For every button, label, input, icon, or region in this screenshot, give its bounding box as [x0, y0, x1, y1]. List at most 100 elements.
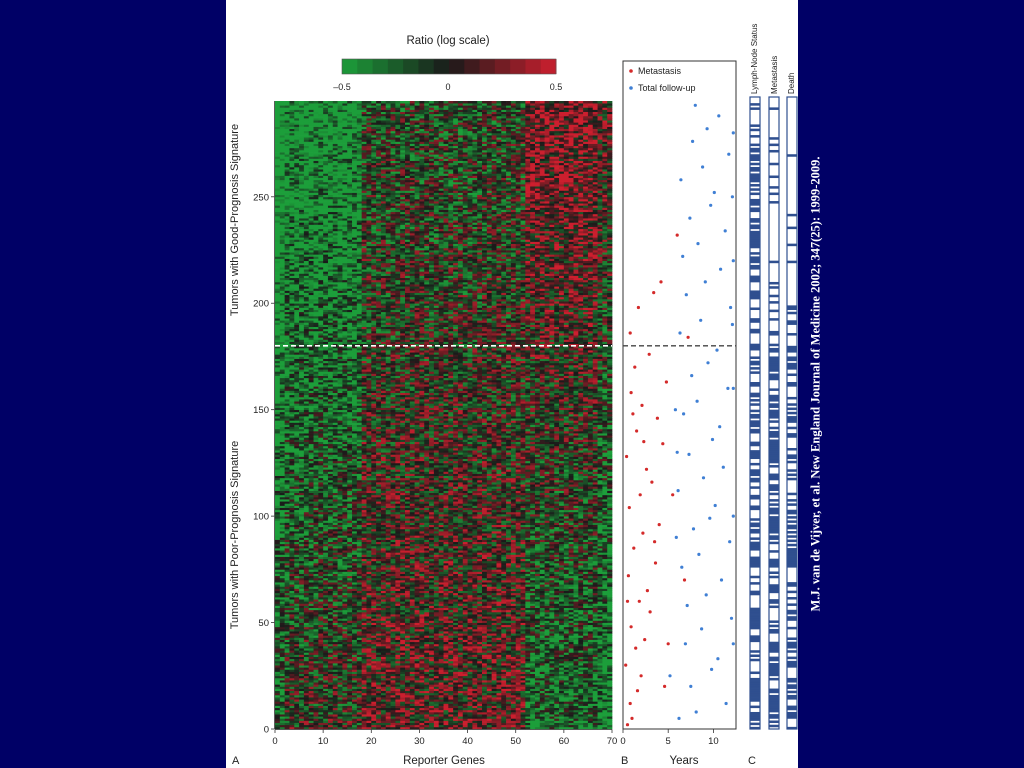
- heatmap-cell: [462, 680, 468, 683]
- heatmap-cell: [371, 607, 377, 611]
- heatmap-cell: [414, 614, 420, 617]
- heatmap-cell: [395, 641, 401, 645]
- heatmap-cell: [294, 658, 300, 662]
- heatmap-cell: [559, 658, 565, 662]
- heatmap-cell: [284, 575, 290, 579]
- heatmap-cell: [467, 588, 473, 591]
- heatmap-cell: [342, 656, 348, 660]
- heatmap-cell: [400, 582, 406, 585]
- heatmap-cell: [371, 650, 377, 653]
- heatmap-cell: [453, 650, 459, 653]
- heatmap-cell: [400, 684, 406, 687]
- heatmap-cell: [337, 654, 343, 657]
- heatmap-cell: [409, 631, 415, 634]
- heatmap-cell: [323, 714, 329, 717]
- heatmap-cell: [496, 609, 502, 613]
- heatmap-cell: [429, 697, 435, 700]
- heatmap-cell: [587, 690, 594, 694]
- heatmap-cell: [352, 726, 358, 730]
- heatmap-cell: [347, 614, 353, 617]
- heatmap-cell: [308, 694, 314, 698]
- heatmap-cell: [534, 648, 541, 651]
- heatmap-cell: [583, 601, 589, 604]
- heatmap-cell: [496, 618, 502, 621]
- heatmap-cell: [578, 660, 584, 664]
- heatmap-cell: [303, 669, 310, 672]
- heatmap-cell: [467, 624, 473, 628]
- heatmap-cell: [486, 697, 492, 700]
- heatmap-cell: [597, 701, 603, 704]
- heatmap-cell: [462, 671, 468, 674]
- heatmap-cell: [376, 720, 382, 723]
- heatmap-cell: [462, 603, 468, 606]
- heatmap-cell: [395, 622, 401, 626]
- heatmap-cell: [515, 694, 521, 698]
- heatmap-cell: [530, 673, 536, 677]
- heatmap-cell: [592, 620, 598, 623]
- heatmap-cell: [294, 669, 300, 672]
- heatmap-cell: [597, 699, 603, 702]
- heatmap-cell: [506, 697, 512, 700]
- heatmap-cell: [332, 614, 338, 617]
- heatmap-cell: [414, 660, 420, 664]
- heatmap-cell: [472, 586, 478, 589]
- heatmap-cell: [515, 724, 521, 728]
- heatmap-cell: [347, 579, 353, 583]
- heatmap-cell: [486, 594, 492, 598]
- heatmap-cell: [429, 641, 435, 645]
- heatmap-cell: [308, 605, 314, 609]
- heatmap-cell: [506, 597, 512, 600]
- heatmap-cell: [549, 641, 555, 645]
- heatmap-cell: [587, 656, 594, 660]
- heatmap-cell: [284, 709, 290, 713]
- heatmap-cell: [496, 692, 502, 696]
- heatmap-cell: [578, 639, 584, 643]
- heatmap-cell: [424, 677, 430, 681]
- heatmap-cell: [332, 682, 338, 685]
- heatmap-cell: [534, 658, 541, 662]
- heatmap-cell: [544, 620, 550, 623]
- heatmap-cell: [607, 654, 613, 657]
- heatmap-cell: [559, 667, 565, 670]
- heatmap-cell: [279, 673, 285, 677]
- heatmap-cell: [404, 684, 411, 687]
- heatmap-cell: [443, 637, 449, 640]
- heatmap-cell: [284, 656, 290, 660]
- heatmap-cell: [356, 603, 362, 606]
- heatmap-cell: [448, 673, 454, 677]
- heatmap-cell: [568, 650, 574, 653]
- heatmap-cell: [303, 656, 310, 660]
- heatmap-cell: [404, 722, 411, 726]
- heatmap-cell: [477, 707, 483, 711]
- heatmap-cell: [289, 654, 295, 657]
- heatmap-cell: [361, 680, 367, 683]
- heatmap-cell: [361, 620, 367, 623]
- heatmap-cell: [424, 650, 430, 653]
- heatmap-cell: [327, 656, 334, 660]
- heatmap-cell: [404, 599, 411, 602]
- heatmap-cell: [587, 620, 594, 623]
- heatmap-cell: [462, 631, 468, 634]
- heatmap-cell: [563, 654, 570, 657]
- heatmap-cell: [275, 720, 281, 723]
- heatmap-cell: [352, 641, 358, 645]
- heatmap-cell: [424, 692, 430, 696]
- heatmap-cell: [279, 607, 285, 611]
- heatmap-cell: [573, 601, 579, 604]
- heatmap-cell: [275, 673, 281, 677]
- heatmap-cell: [587, 688, 594, 692]
- heatmap-cell: [530, 584, 536, 587]
- heatmap-cell: [515, 663, 521, 666]
- heatmap-cell: [587, 718, 594, 721]
- heatmap-cell: [429, 665, 435, 668]
- heatmap-cell: [438, 707, 444, 711]
- heatmap-cell: [294, 597, 300, 600]
- heatmap-cell: [424, 605, 430, 609]
- heatmap-cell: [539, 656, 545, 660]
- heatmap-cell: [583, 586, 589, 589]
- heatmap-cell: [400, 711, 406, 715]
- heatmap-cell: [457, 618, 464, 621]
- heatmap-cell: [549, 677, 555, 681]
- heatmap-cell: [573, 692, 579, 696]
- heatmap-cell: [404, 694, 411, 698]
